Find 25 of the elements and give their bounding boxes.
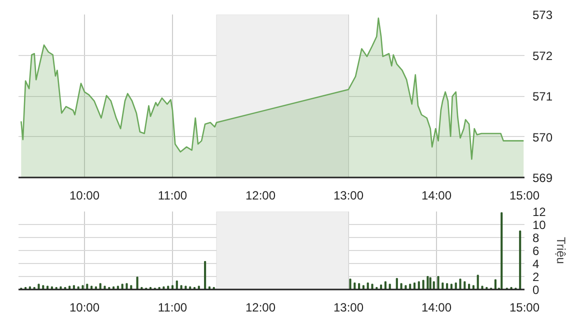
y-tick-label: 2 (532, 270, 540, 284)
x-tick-label: 10:00 (69, 300, 100, 314)
y-tick-label: 6 (532, 244, 540, 258)
x-tick-label: 11:00 (158, 188, 188, 202)
y-tick-label: 8 (532, 231, 540, 245)
x-tick-label: 15:00 (509, 188, 540, 202)
y-tick-label: 573 (532, 8, 553, 22)
x-tick-label: 12:00 (245, 300, 276, 314)
x-tick-label: 12:00 (245, 188, 276, 202)
y-tick-label: 569 (532, 171, 553, 185)
x-tick-label: 13:00 (333, 188, 364, 202)
y-tick-label: 570 (532, 130, 553, 144)
x-tick-label: 10:00 (69, 188, 100, 202)
y-tick-label: 12 (532, 205, 546, 219)
x-tick-label: 14:00 (421, 188, 452, 202)
y-tick-label: 572 (532, 48, 553, 63)
y-axis-title: Triệu (554, 237, 568, 264)
x-tick-label: 11:00 (158, 300, 188, 314)
y-tick-label: 0 (532, 283, 540, 297)
y-tick-label: 10 (532, 218, 546, 232)
x-tick-label: 14:00 (421, 300, 452, 314)
x-tick-label: 15:00 (509, 300, 540, 314)
y-tick-label: 4 (532, 257, 540, 271)
x-tick-label: 13:00 (333, 300, 364, 314)
y-tick-label: 571 (532, 90, 553, 104)
